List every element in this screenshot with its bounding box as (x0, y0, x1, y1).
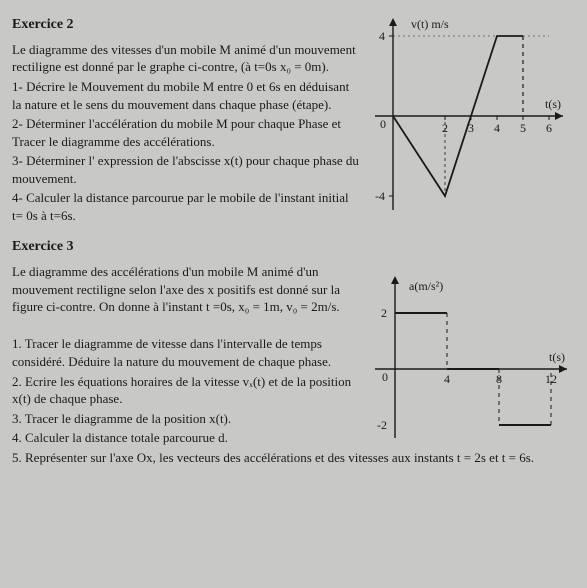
svg-text:6: 6 (546, 121, 552, 135)
svg-text:0: 0 (380, 117, 386, 131)
exercice-2-section: Exercice 2 Le diagramme des vitesses d'u… (12, 16, 575, 224)
ex2-intro: Le diagramme des vitesses d'un mobile M … (12, 41, 361, 76)
svg-text:2: 2 (381, 306, 387, 320)
ex3-text: Le diagramme des accélérations d'un mobi… (12, 263, 361, 407)
svg-text:5: 5 (520, 121, 526, 135)
svg-text:a(m/s²): a(m/s²) (409, 279, 443, 293)
svg-text:4: 4 (494, 121, 500, 135)
svg-text:4: 4 (444, 372, 450, 386)
ex2-q4: 4- Calculer la distance parcourue par le… (12, 189, 361, 224)
exercice-3-section: Exercice 3 Le diagramme des accélération… (12, 238, 575, 466)
ex3-chart: 2-248120a(m/s²)t(s) (365, 274, 575, 449)
ex3-intro: Le diagramme des accélérations d'un mobi… (12, 263, 361, 316)
svg-text:t(s): t(s) (545, 97, 561, 111)
svg-text:t(s): t(s) (549, 350, 565, 364)
ex3-q2: 2. Ecrire les équations horaires de la v… (12, 373, 361, 408)
ex2-q1: 1- Décrire le Mouvement du mobile M entr… (12, 78, 361, 113)
svg-text:0: 0 (382, 370, 388, 384)
svg-text:-2: -2 (377, 418, 387, 432)
svg-text:-4: -4 (375, 189, 385, 203)
svg-text:4: 4 (379, 29, 385, 43)
ex3-title: Exercice 3 (12, 238, 575, 257)
ex2-text: Le diagramme des vitesses d'un mobile M … (12, 41, 361, 224)
svg-text:v(t) m/s: v(t) m/s (411, 17, 449, 31)
ex3-q1: 1. Tracer le diagramme de vitesse dans l… (12, 335, 361, 370)
ex3-q5: 5. Représenter sur l'axe Ox, les vecteur… (12, 449, 575, 467)
ex2-chart: 4-4234560v(t) m/st(s) (365, 16, 575, 221)
ex2-q2: 2- Déterminer l'accélération du mobile M… (12, 115, 361, 150)
ex2-q3: 3- Déterminer l' expression de l'absciss… (12, 152, 361, 187)
